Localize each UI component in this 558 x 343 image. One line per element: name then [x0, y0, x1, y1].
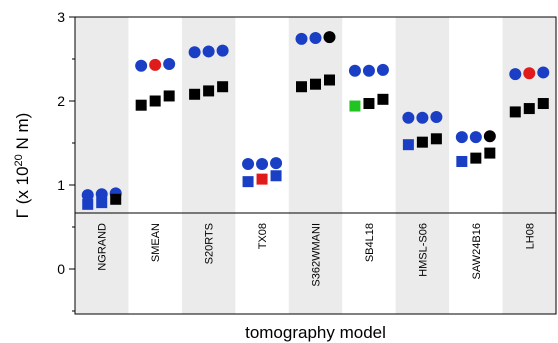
data-point-circle — [402, 111, 415, 124]
y-tick-label: 1 — [57, 177, 65, 193]
data-point-circle — [509, 68, 522, 81]
category-labels: NGRAND SMEAN S20RTS TX08 S362WMANI SB4L18 HMSL… — [97, 223, 537, 287]
data-point-circle — [348, 64, 361, 77]
data-point-circle — [309, 32, 322, 44]
data-point-square — [363, 98, 375, 110]
category-label: SMEAN — [150, 223, 162, 262]
data-point-circle — [323, 31, 336, 44]
data-point-square — [296, 81, 307, 93]
data-point-square — [416, 136, 428, 148]
category-label: SAW24B16 — [471, 223, 483, 279]
category-bands — [75, 17, 556, 314]
plot-border — [74, 16, 557, 315]
data-point-square — [256, 173, 268, 185]
data-point-circle — [523, 67, 536, 80]
category-band — [288, 17, 343, 314]
data-point-square — [402, 139, 414, 151]
y-axis-title-superscript: 20 — [13, 154, 25, 166]
category-label: SB4L18 — [364, 223, 376, 262]
category-band — [395, 17, 450, 314]
category-label: S20RTS — [204, 223, 216, 264]
data-point-square — [349, 100, 361, 112]
plot-frame — [74, 16, 557, 315]
data-point-square — [509, 106, 521, 118]
data-point-circle — [202, 45, 215, 58]
data-point-circle — [469, 131, 482, 144]
y-tick-label: 2 — [57, 93, 65, 109]
data-point-square — [484, 147, 496, 159]
category-band — [502, 17, 556, 314]
data-point-square — [149, 95, 161, 107]
data-point-circle — [163, 58, 176, 71]
data-point-square — [430, 133, 442, 145]
y-axis-title-suffix: N m) — [13, 113, 32, 155]
y-tick-label: 3 — [57, 9, 65, 25]
category-label: LH08 — [524, 223, 536, 249]
data-point-circle — [483, 130, 496, 143]
data-point-square — [537, 98, 549, 110]
data-point-square — [217, 81, 229, 93]
data-point-square — [203, 85, 215, 97]
x-axis-title: tomography model — [245, 323, 386, 342]
data-point-circle — [149, 58, 162, 71]
category-label: S362WMANI — [311, 223, 323, 287]
data-point-circle — [216, 44, 229, 57]
data-point-circle — [256, 158, 269, 170]
data-points — [81, 31, 550, 210]
category-label: HMSL-S06 — [417, 223, 429, 277]
data-point-square — [163, 90, 175, 102]
data-point-square — [82, 198, 94, 210]
data-point-square — [456, 155, 468, 167]
data-point-circle — [188, 46, 201, 59]
data-point-circle — [537, 66, 550, 79]
y-axis-title: Γ (x 1020 N m) — [13, 113, 32, 219]
data-point-circle — [270, 157, 283, 170]
data-point-square — [242, 176, 254, 188]
data-point-circle — [242, 158, 255, 170]
data-point-square — [270, 170, 282, 182]
data-point-square — [135, 99, 147, 111]
data-point-circle — [295, 32, 308, 45]
data-point-circle — [430, 110, 443, 123]
category-label: TX08 — [257, 223, 269, 249]
data-point-square — [96, 197, 108, 209]
data-point-circle — [416, 111, 429, 124]
data-point-square — [470, 152, 482, 164]
data-point-circle — [81, 189, 94, 202]
category-band — [75, 17, 129, 314]
data-point-square — [377, 93, 389, 105]
data-point-circle — [376, 63, 389, 76]
data-point-square — [110, 193, 122, 205]
data-point-square — [523, 103, 535, 115]
data-point-circle — [135, 59, 148, 72]
y-tick-label: 0 — [57, 261, 65, 277]
data-point-square — [189, 88, 201, 100]
data-point-square — [324, 74, 335, 86]
data-point-circle — [362, 64, 375, 77]
y-axis-ticks: 0 1 2 3 — [57, 9, 75, 312]
data-point-square — [310, 78, 321, 90]
category-label: NGRAND — [97, 223, 109, 271]
data-point-circle — [455, 131, 468, 144]
category-band — [181, 17, 236, 314]
y-axis-title-prefix: Γ (x 10 — [13, 166, 32, 218]
